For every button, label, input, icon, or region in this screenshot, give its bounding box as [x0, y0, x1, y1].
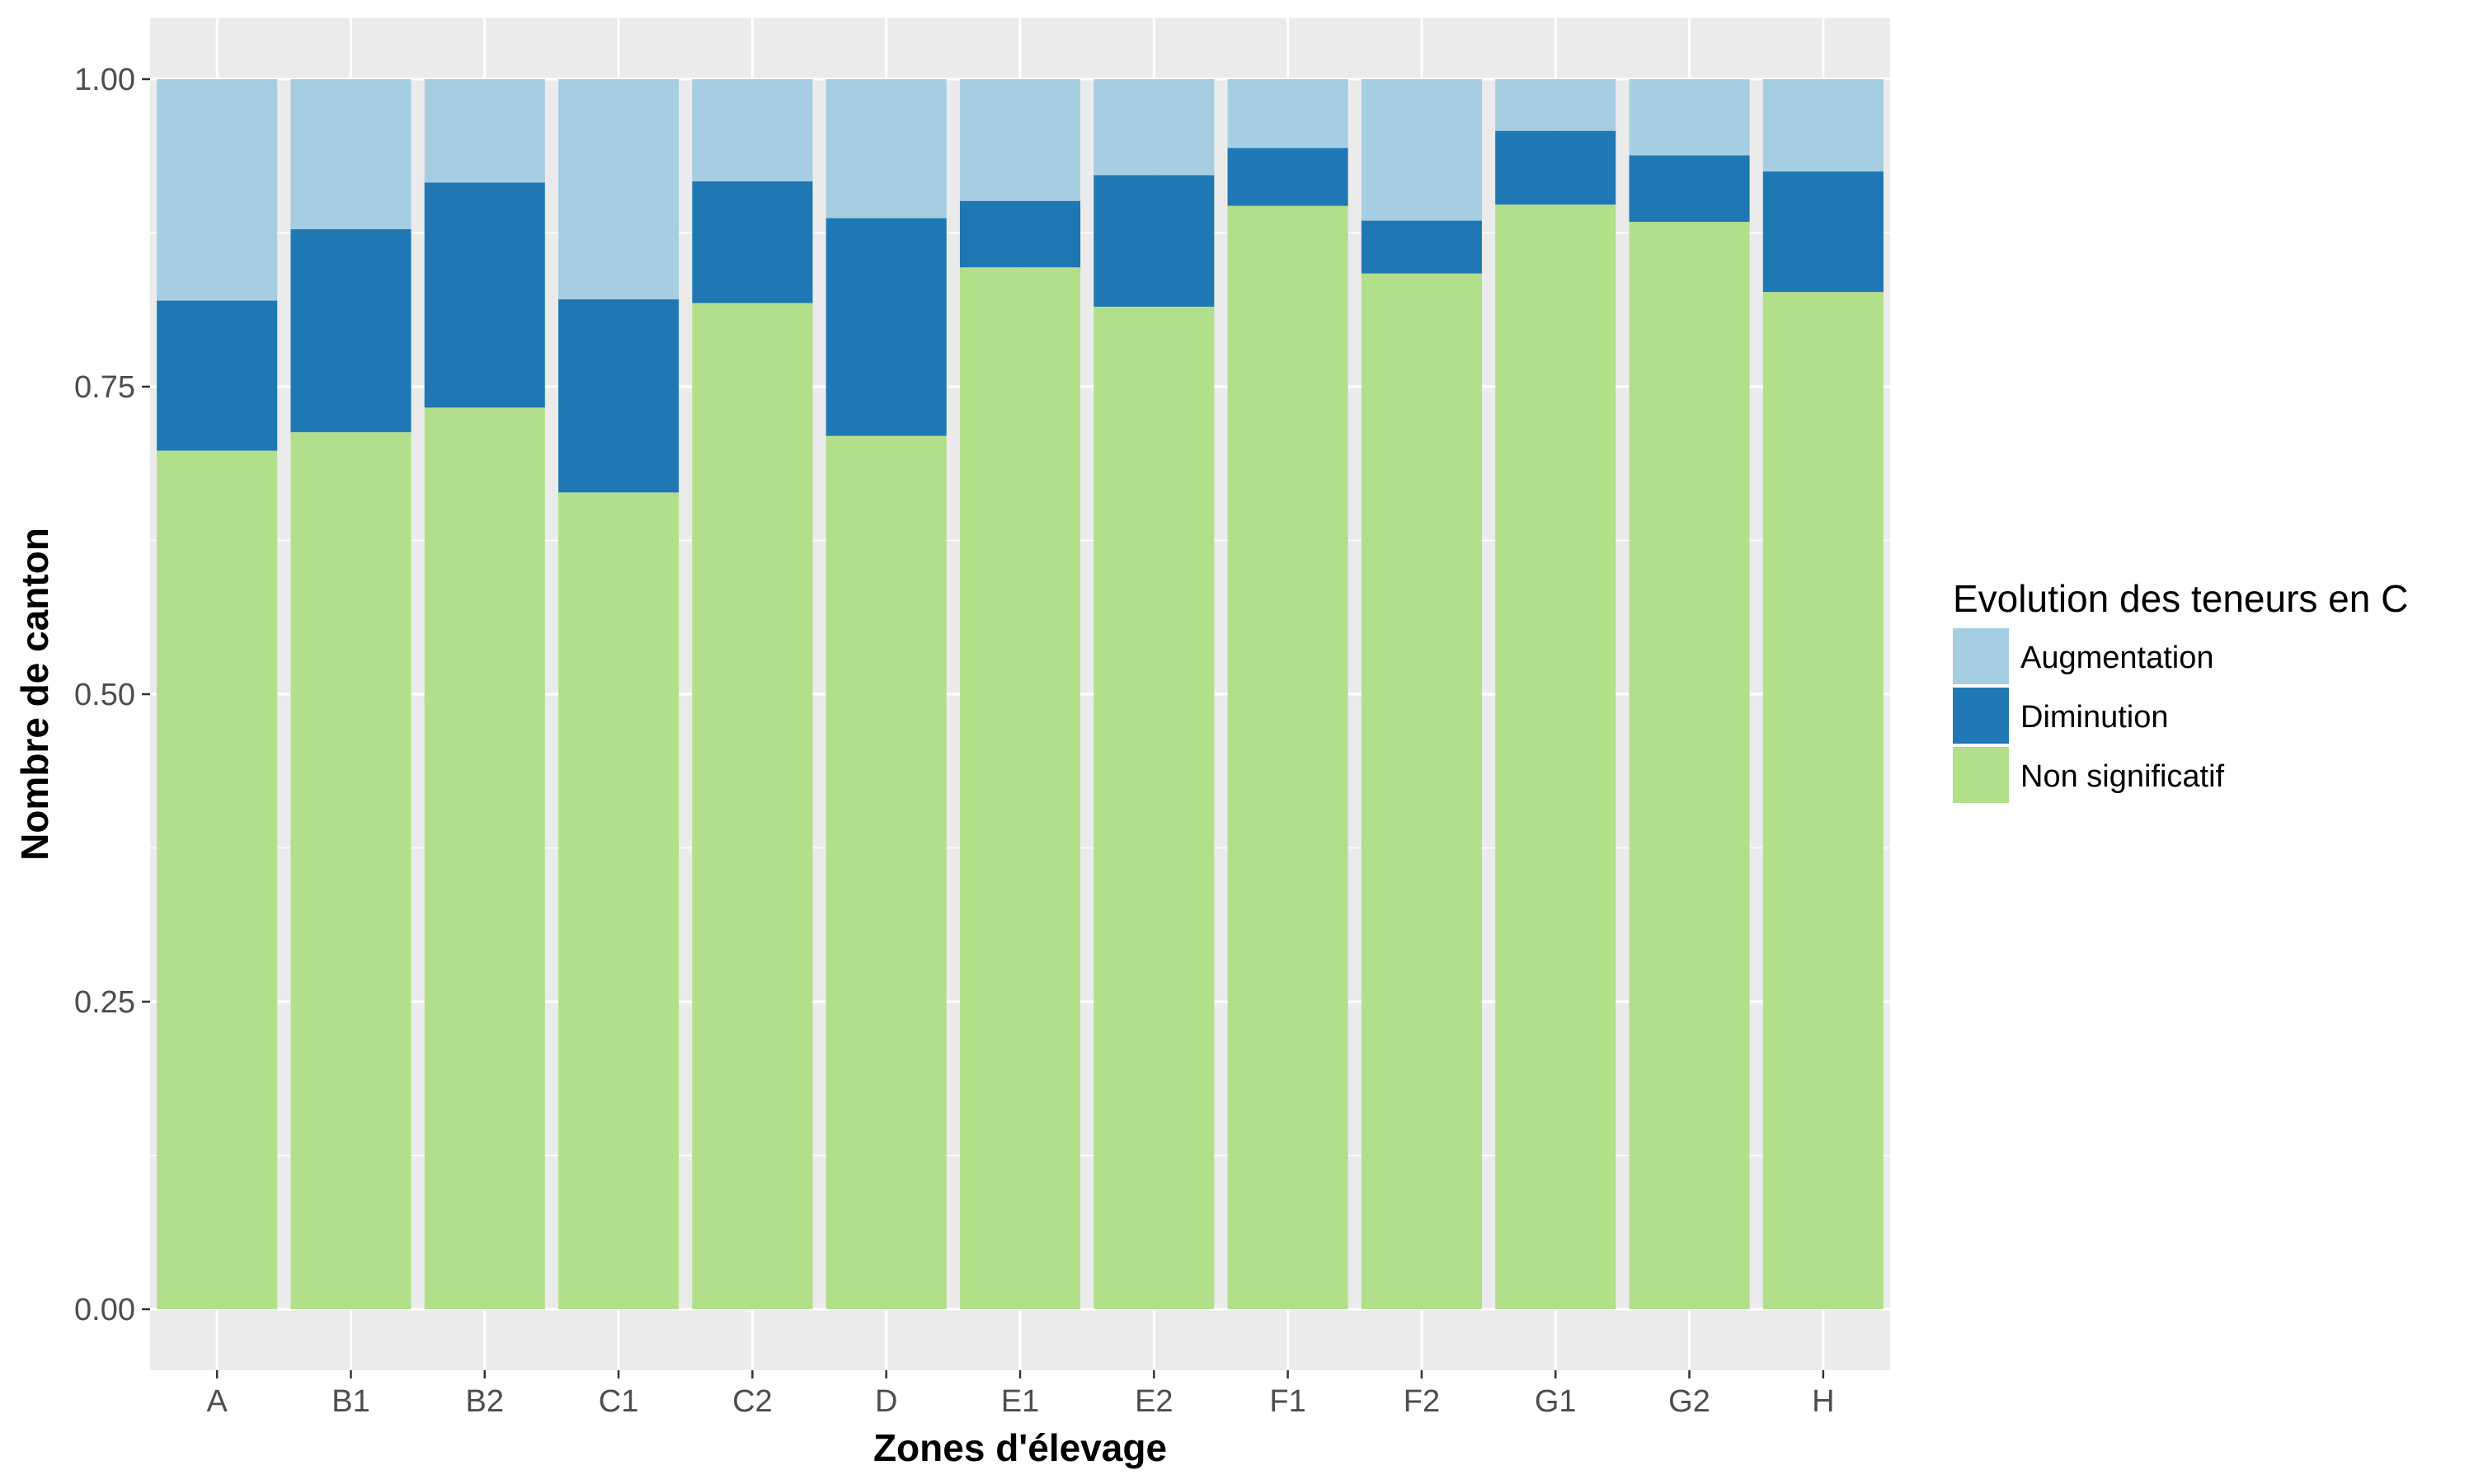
x-tick-label: E2: [1135, 1384, 1173, 1419]
bar-H-augmentation: [1762, 79, 1884, 171]
bar-D-non-significatif: [825, 435, 947, 1310]
bar-C2-diminution: [692, 181, 813, 303]
bar-A-non-significatif: [157, 450, 278, 1309]
bar-B2-non-significatif: [424, 407, 545, 1309]
bar-D-augmentation: [825, 79, 947, 218]
x-tick-label: H: [1812, 1384, 1834, 1419]
legend-title: Evolution des teneurs en C: [1953, 577, 2408, 620]
x-tick-label: C1: [599, 1384, 639, 1419]
bar-F1-augmentation: [1227, 79, 1348, 148]
bar-G2-non-significatif: [1629, 222, 1750, 1309]
bar-G1-non-significatif: [1495, 204, 1616, 1310]
legend-swatch-augmentation: [1953, 628, 2009, 684]
bar-E1-non-significatif: [959, 267, 1081, 1309]
x-tick-label: F2: [1404, 1384, 1440, 1419]
bar-G2-augmentation: [1629, 79, 1750, 156]
bar-F2-diminution: [1361, 220, 1482, 274]
bar-C1-non-significatif: [558, 492, 680, 1309]
x-tick-label: E1: [1001, 1384, 1039, 1419]
y-tick-label: 0.00: [74, 1293, 135, 1327]
bar-B1-diminution: [290, 229, 412, 433]
bar-A-diminution: [157, 300, 278, 451]
bar-E2-diminution: [1094, 175, 1215, 308]
bar-G1-diminution: [1495, 130, 1616, 205]
bar-B1-augmentation: [290, 79, 412, 230]
bar-F1-diminution: [1227, 148, 1348, 206]
x-tick-label: G2: [1668, 1384, 1710, 1419]
legend-label: Diminution: [2020, 700, 2169, 735]
bar-E1-diminution: [959, 200, 1081, 268]
legend-label: Augmentation: [2020, 641, 2214, 675]
y-tick-label: 0.50: [74, 678, 135, 712]
bar-C2-non-significatif: [692, 303, 813, 1310]
bar-H-diminution: [1762, 171, 1884, 293]
bars: [157, 79, 1884, 1310]
bar-E2-augmentation: [1094, 79, 1215, 176]
legend: Evolution des teneurs en C Augmentation D…: [1953, 577, 2408, 803]
x-axis: A B1 B2 C1 C2 D E1 E2 F1 F2 G1 G2 H: [206, 1370, 1835, 1419]
legend-items: Augmentation Diminution Non significatif: [1953, 628, 2225, 803]
x-tick-label: A: [206, 1384, 228, 1419]
y-axis-title: Nombre de canton: [13, 528, 56, 861]
y-axis: 0.00 0.25 0.50 0.75 1.00: [74, 63, 150, 1327]
y-tick-label: 1.00: [74, 63, 135, 97]
bar-E1-augmentation: [959, 79, 1081, 201]
x-tick-label: F1: [1269, 1384, 1305, 1419]
bar-F2-non-significatif: [1361, 273, 1482, 1310]
bar-G1-augmentation: [1495, 79, 1616, 131]
bar-C1-diminution: [558, 299, 680, 493]
bar-D-diminution: [825, 218, 947, 436]
legend-swatch-non-significatif: [1953, 747, 2009, 803]
x-tick-label: C2: [732, 1384, 773, 1419]
bar-C1-augmentation: [558, 79, 680, 300]
x-tick-label: G1: [1535, 1384, 1577, 1419]
bar-A-augmentation: [157, 79, 278, 301]
bar-F2-augmentation: [1361, 79, 1482, 221]
legend-label: Non significatif: [2020, 759, 2225, 794]
y-tick-label: 0.25: [74, 985, 135, 1020]
bar-B2-diminution: [424, 182, 545, 408]
legend-swatch-diminution: [1953, 688, 2009, 744]
bar-G2-diminution: [1629, 155, 1750, 223]
bar-H-non-significatif: [1762, 292, 1884, 1310]
x-tick-label: B1: [332, 1384, 369, 1419]
x-axis-title: Zones d'élevage: [873, 1426, 1167, 1469]
x-tick-label: D: [875, 1384, 897, 1419]
y-tick-label: 0.75: [74, 370, 135, 405]
bar-C2-augmentation: [692, 79, 813, 181]
bar-E2-non-significatif: [1094, 307, 1215, 1309]
bar-F1-non-significatif: [1227, 205, 1348, 1309]
x-tick-label: B2: [466, 1384, 504, 1419]
bar-B2-augmentation: [424, 79, 545, 183]
bar-B1-non-significatif: [290, 432, 412, 1309]
